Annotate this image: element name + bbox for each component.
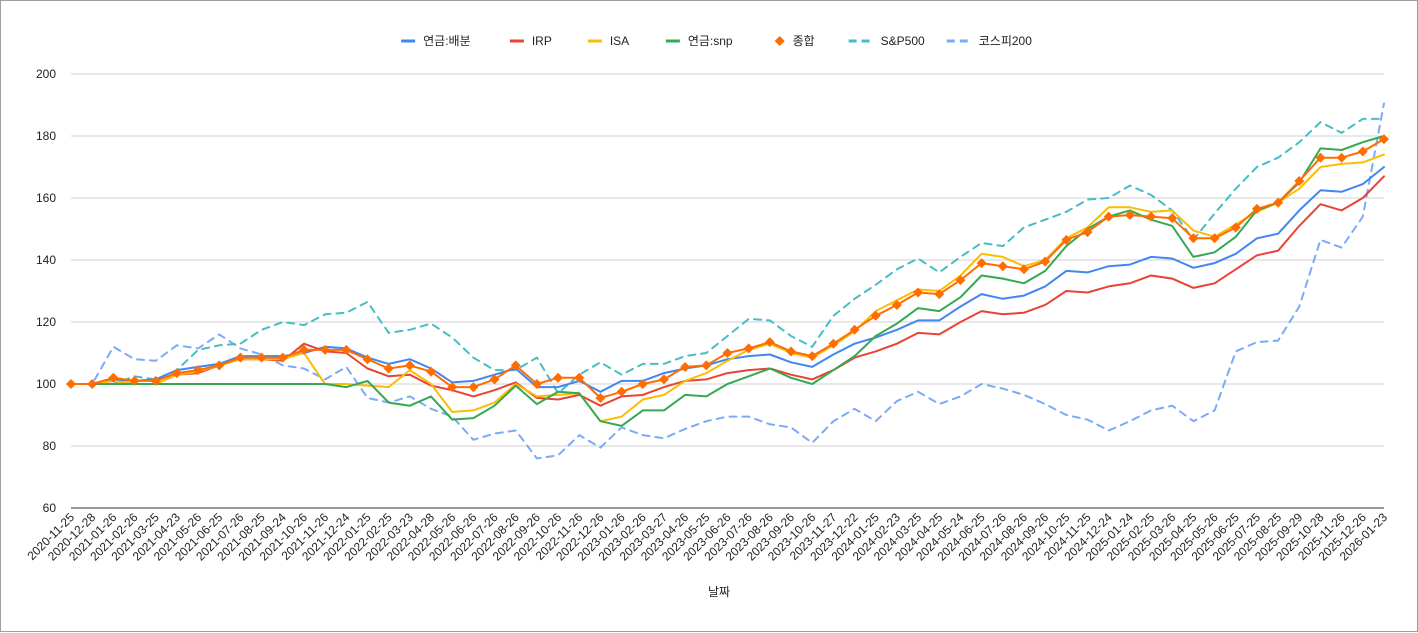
data-point-marker xyxy=(1167,213,1178,224)
y-tick-label: 60 xyxy=(43,501,57,515)
data-point-marker xyxy=(807,351,818,362)
legend-item-2[interactable]: ISA xyxy=(587,34,629,48)
data-point-marker xyxy=(531,379,542,389)
data-point-marker xyxy=(66,379,76,389)
legend-marker xyxy=(774,36,785,46)
data-point-marker xyxy=(277,352,288,363)
data-point-marker xyxy=(997,261,1008,272)
x-axis-ticks: 2020-11-252020-12-282021-01-262021-02-26… xyxy=(24,510,1390,564)
data-point-marker xyxy=(129,375,140,386)
data-point-marker xyxy=(1251,203,1262,214)
data-point-marker xyxy=(1018,264,1029,275)
data-point-marker xyxy=(362,354,373,365)
data-point-marker xyxy=(193,365,204,376)
data-point-marker xyxy=(955,275,966,286)
legend-label: 연금:snp xyxy=(688,34,733,48)
legend-item-5[interactable]: S&P500 xyxy=(848,34,925,48)
data-point-marker xyxy=(701,360,712,371)
data-point-marker xyxy=(510,360,521,371)
grid-lines xyxy=(71,73,1384,509)
data-point-marker xyxy=(171,368,182,379)
y-tick-label: 200 xyxy=(36,67,56,81)
data-point-marker xyxy=(849,324,860,335)
legend-item-0[interactable]: 연금:배분 xyxy=(401,34,471,48)
data-point-marker xyxy=(1336,152,1347,163)
series-lines xyxy=(66,102,1389,460)
legend-label: 연금:배분 xyxy=(423,34,471,48)
data-point-marker xyxy=(828,338,839,349)
y-tick-label: 180 xyxy=(36,129,56,143)
data-point-marker xyxy=(235,352,246,363)
legend-item-4[interactable]: 종합 xyxy=(774,34,815,48)
series-line-3 xyxy=(70,135,1385,427)
data-point-marker xyxy=(1124,210,1135,221)
data-point-marker xyxy=(574,372,585,383)
data-point-marker xyxy=(150,375,161,386)
legend-label: 코스피200 xyxy=(979,34,1032,48)
data-point-marker xyxy=(1379,134,1389,145)
data-point-marker xyxy=(976,258,987,269)
series-line-6 xyxy=(70,102,1385,460)
data-point-marker xyxy=(214,360,225,371)
data-point-marker xyxy=(913,287,924,298)
data-point-marker xyxy=(1294,175,1305,186)
data-point-marker xyxy=(404,360,415,371)
y-tick-label: 120 xyxy=(36,315,56,329)
y-axis-ticks: 60 80 100 120 140 160 180 200 xyxy=(36,67,56,515)
y-tick-label: 140 xyxy=(36,253,56,267)
data-point-marker xyxy=(870,310,881,321)
data-point-marker xyxy=(764,337,775,348)
x-axis-title: 날짜 xyxy=(708,585,730,599)
data-point-marker xyxy=(1188,233,1199,244)
data-point-marker xyxy=(1082,227,1093,238)
data-point-marker xyxy=(108,372,119,383)
data-point-marker xyxy=(341,344,352,355)
data-point-marker xyxy=(722,348,733,358)
data-point-marker xyxy=(934,289,945,300)
data-point-marker xyxy=(1357,146,1368,157)
data-point-marker xyxy=(1103,211,1114,222)
data-point-marker xyxy=(637,379,648,389)
legend-label: IRP xyxy=(532,34,552,48)
data-point-marker xyxy=(658,374,669,385)
data-point-marker xyxy=(468,382,479,393)
data-point-marker xyxy=(1315,152,1326,163)
y-tick-label: 100 xyxy=(36,377,56,391)
data-point-marker xyxy=(1040,256,1051,267)
series-line-1 xyxy=(70,175,1385,407)
data-point-marker xyxy=(87,379,98,389)
data-point-marker xyxy=(1273,197,1284,208)
data-point-marker xyxy=(426,366,437,377)
legend-label: 종합 xyxy=(793,34,815,48)
data-point-marker xyxy=(320,344,331,355)
data-point-marker xyxy=(1209,233,1220,244)
legend-item-1[interactable]: IRP xyxy=(509,34,552,48)
data-point-marker xyxy=(1061,234,1072,245)
legend[interactable]: 연금:배분 IRP ISA 연금:snp 종합 S&P500 코스피200 xyxy=(401,34,1032,48)
data-point-marker xyxy=(743,343,754,354)
legend-label: S&P500 xyxy=(881,34,925,48)
data-point-marker xyxy=(447,382,458,393)
series-line-2 xyxy=(70,153,1385,423)
data-point-marker xyxy=(1230,222,1241,233)
data-point-marker xyxy=(786,346,797,357)
data-point-marker xyxy=(489,374,500,385)
data-point-marker xyxy=(595,392,606,403)
data-point-marker xyxy=(616,386,627,397)
y-tick-label: 160 xyxy=(36,191,56,205)
data-point-marker xyxy=(1146,211,1157,222)
data-point-marker xyxy=(553,372,564,383)
legend-item-6[interactable]: 코스피200 xyxy=(946,34,1032,48)
data-point-marker xyxy=(298,344,309,355)
series-line-5 xyxy=(70,117,1385,395)
legend-item-3[interactable]: 연금:snp xyxy=(665,34,733,48)
data-point-marker xyxy=(891,299,902,310)
legend-label: ISA xyxy=(610,34,629,48)
data-point-marker xyxy=(256,352,267,363)
data-point-marker xyxy=(383,363,394,374)
y-tick-label: 80 xyxy=(43,439,57,453)
data-point-marker xyxy=(680,361,691,372)
